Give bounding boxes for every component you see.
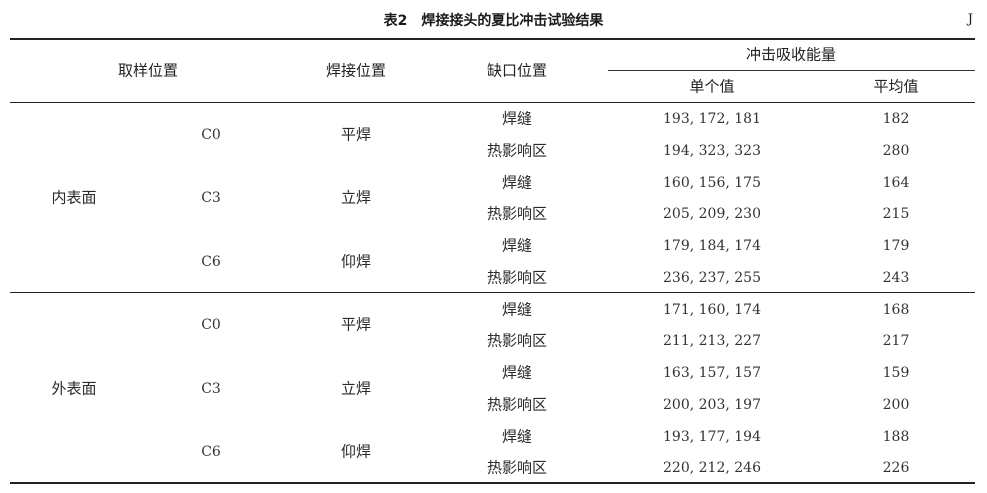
- weld-position-cell: 平焊: [340, 125, 372, 144]
- average-value-cell: 164: [882, 174, 910, 191]
- notch-position-cell: 焊缝: [501, 109, 533, 128]
- header-average-value: 平均值: [873, 77, 919, 96]
- notch-position-cell: 热影响区: [486, 141, 548, 160]
- notch-position-cell: 焊缝: [501, 363, 533, 382]
- top-rule: [10, 38, 975, 40]
- weld-position-cell: 平焊: [340, 315, 372, 334]
- individual-values-cell: 200, 203, 197: [663, 396, 761, 413]
- average-value-cell: 179: [882, 238, 910, 254]
- notch-position-cell: 焊缝: [501, 300, 533, 318]
- header-sub-rule: [608, 70, 975, 71]
- individual-values-cell: 205, 209, 230: [663, 206, 761, 223]
- location-code-cell: C6: [201, 444, 221, 461]
- notch-position-cell: 焊缝: [501, 236, 533, 255]
- weld-position-cell: 仰焊: [340, 252, 372, 271]
- average-value-cell: 280: [882, 142, 910, 159]
- weld-position-cell: 仰焊: [340, 442, 372, 461]
- weld-position-cell: 立焊: [340, 188, 372, 207]
- average-value-cell: 188: [882, 428, 910, 445]
- surface-cell: 内表面: [51, 188, 97, 207]
- average-value-cell: 159: [882, 365, 910, 381]
- individual-values-cell: 211, 213, 227: [663, 333, 761, 350]
- individual-values-cell: 194, 323, 323: [663, 142, 761, 159]
- individual-values-cell: 163, 157, 157: [663, 365, 761, 381]
- header-notch-position: 缺口位置: [486, 61, 548, 80]
- average-value-cell: 168: [882, 301, 910, 318]
- individual-values-cell: 171, 160, 174: [663, 301, 761, 318]
- notch-position-cell: 热影响区: [486, 395, 548, 414]
- table-caption: 表2 焊接接头的夏比冲击试验结果: [0, 10, 987, 30]
- group-divider-rule: [10, 292, 975, 293]
- location-code-cell: C3: [201, 190, 221, 207]
- weld-position-cell: 立焊: [340, 379, 372, 398]
- location-code-cell: C0: [201, 317, 221, 334]
- notch-position-cell: 热影响区: [486, 268, 548, 287]
- average-value-cell: 215: [882, 206, 910, 223]
- individual-values-cell: 193, 172, 181: [663, 111, 761, 127]
- average-value-cell: 200: [882, 396, 910, 413]
- table-number: 表2: [383, 13, 408, 29]
- individual-values-cell: 179, 184, 174: [663, 238, 761, 254]
- average-value-cell: 243: [882, 269, 910, 286]
- location-code-cell: C3: [201, 380, 221, 397]
- bottom-rule: [10, 482, 975, 484]
- surface-cell: 外表面: [51, 379, 97, 398]
- individual-values-cell: 193, 177, 194: [663, 428, 761, 445]
- notch-position-cell: 焊缝: [501, 427, 533, 445]
- notch-position-cell: 热影响区: [486, 458, 548, 477]
- header-weld-position: 焊接位置: [325, 61, 387, 80]
- location-code-cell: C6: [201, 253, 221, 270]
- header-impact-energy: 冲击吸收能量: [745, 45, 837, 64]
- individual-values-cell: 220, 212, 246: [663, 460, 761, 477]
- header-sample-position: 取样位置: [117, 61, 179, 80]
- individual-values-cell: 160, 156, 175: [663, 174, 761, 191]
- average-value-cell: 226: [882, 460, 910, 477]
- header-bottom-rule: [10, 102, 975, 103]
- header-individual-values: 单个值: [689, 77, 735, 96]
- average-value-cell: 182: [882, 111, 910, 127]
- individual-values-cell: 236, 237, 255: [663, 269, 761, 286]
- notch-position-cell: 热影响区: [486, 331, 548, 350]
- table-title: 焊接接头的夏比冲击试验结果: [421, 13, 604, 29]
- unit-label: J: [967, 12, 973, 27]
- notch-position-cell: 焊缝: [501, 173, 533, 191]
- notch-position-cell: 热影响区: [486, 204, 548, 223]
- location-code-cell: C0: [201, 126, 221, 143]
- average-value-cell: 217: [882, 333, 910, 350]
